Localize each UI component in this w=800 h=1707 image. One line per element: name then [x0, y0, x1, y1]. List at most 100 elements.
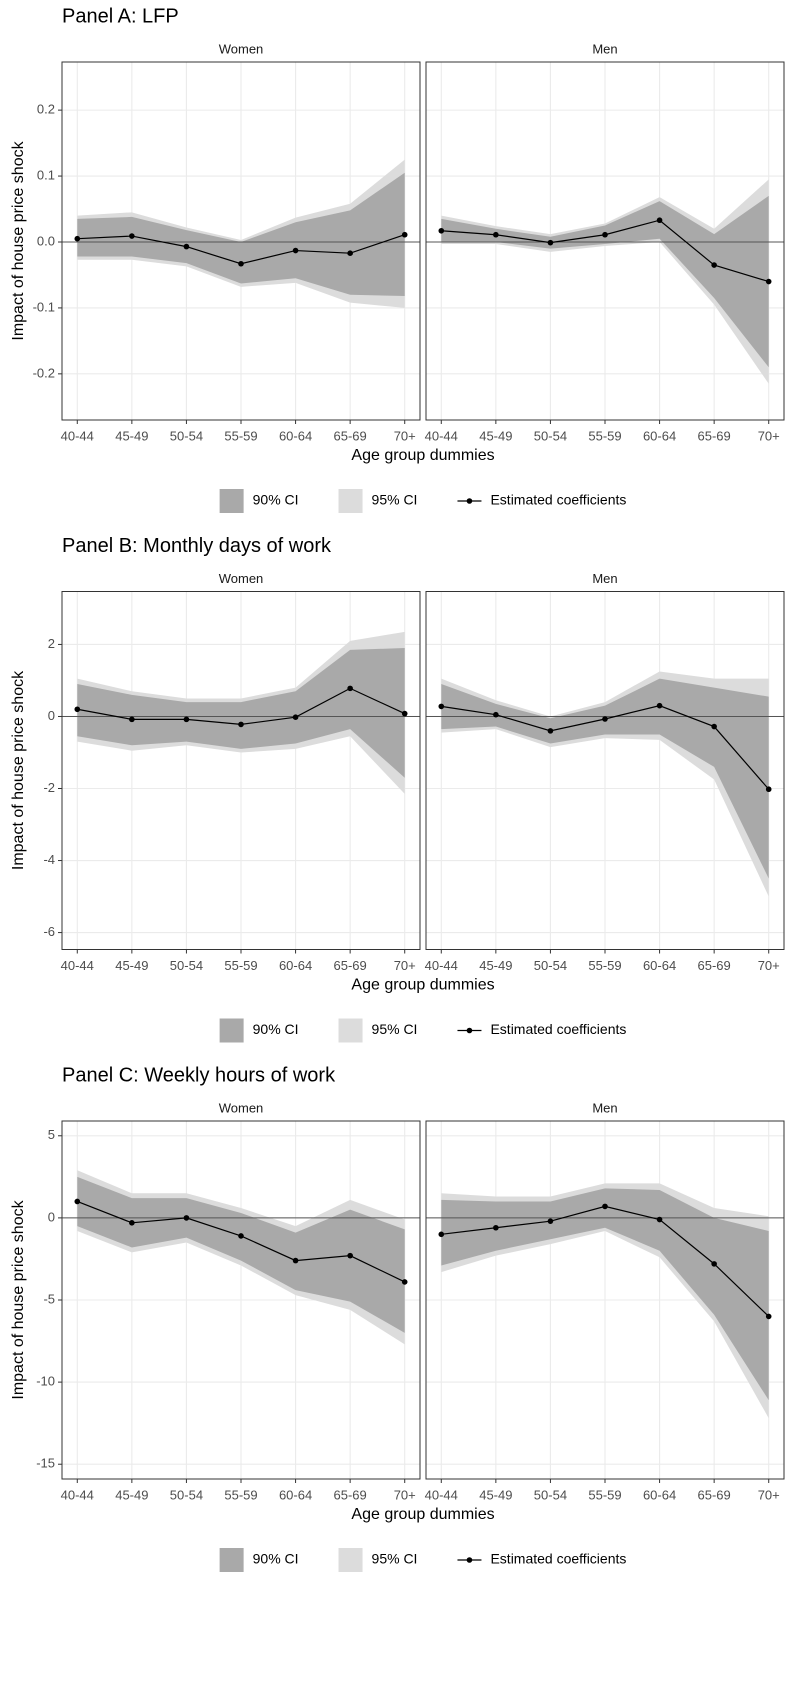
coefficient-point [183, 243, 190, 250]
y-tick-label: -6 [43, 924, 55, 939]
x-tick-label: 40-44 [425, 428, 458, 443]
y-tick-label: -0.1 [33, 299, 55, 314]
x-tick-label: 50-54 [534, 958, 567, 973]
y-axis-title: Impact of house price shock [10, 140, 27, 340]
x-tick-label: 60-64 [643, 1487, 676, 1502]
panel-border [425, 1120, 785, 1480]
coefficient-point [292, 714, 299, 720]
legend-label: Estimated coefficients [490, 492, 626, 508]
coefficient-point [602, 231, 608, 238]
x-tick-label: 60-64 [279, 428, 312, 443]
y-tick-label: -10 [36, 1374, 55, 1389]
legend-key [466, 1027, 473, 1034]
x-tick-label: 45-49 [115, 428, 148, 443]
legend-key [338, 489, 363, 513]
coefficient-point [129, 716, 135, 723]
coefficient-point [493, 231, 499, 238]
coefficient-point [602, 1203, 608, 1210]
y-tick-label: 0 [48, 708, 55, 723]
coefficient-point [347, 1252, 353, 1259]
x-tick-label: 50-54 [534, 428, 567, 443]
panel-border [425, 61, 785, 421]
panel-border [425, 591, 785, 950]
x-axis-title: Age group dummies [351, 447, 494, 464]
x-tick-label: 50-54 [170, 958, 203, 973]
confidence-band [77, 1176, 405, 1333]
coefficient-point [129, 233, 135, 239]
y-tick-label: 0.1 [37, 167, 55, 182]
y-axis-title: Impact of house price shock [10, 670, 27, 870]
x-tick-label: 60-64 [279, 958, 312, 973]
y-tick-label: 5 [48, 1127, 55, 1142]
legend-label: 90% CI [253, 492, 299, 508]
x-tick-label: 45-49 [115, 1487, 148, 1502]
coefficient-point [347, 685, 353, 692]
confidence-band [77, 648, 405, 778]
coefficient-point [711, 1261, 717, 1267]
x-tick-label: 40-44 [61, 1487, 94, 1502]
y-tick-label: -0.2 [33, 365, 55, 380]
x-tick-label: 50-54 [170, 1487, 203, 1502]
legend-key [219, 1018, 244, 1043]
y-axis-title: Impact of house price shock [10, 1199, 27, 1399]
x-tick-label: 45-49 [479, 958, 512, 973]
y-tick-label: 0.2 [37, 102, 55, 117]
coefficient-point [347, 250, 353, 256]
x-tick-label: 45-49 [115, 958, 148, 973]
legend-label: 90% CI [253, 1021, 299, 1037]
x-tick-label: 70+ [758, 1487, 780, 1502]
x-tick-label: 70+ [394, 428, 416, 443]
coefficient-point [493, 711, 499, 718]
coefficient-point [292, 1257, 299, 1264]
legend-label: 95% CI [372, 1021, 418, 1037]
coefficient-point [438, 703, 445, 710]
x-tick-label: 70+ [758, 428, 780, 443]
y-tick-label: -15 [36, 1456, 55, 1471]
x-tick-label: 70+ [394, 1487, 416, 1502]
coefficient-point [238, 260, 244, 267]
confidence-band [441, 678, 769, 879]
coefficient-point [602, 716, 608, 722]
coefficient-point [765, 278, 772, 285]
x-tick-label: 60-64 [643, 428, 676, 443]
x-tick-label: 65-69 [334, 1487, 367, 1502]
facet-label: Women [219, 571, 264, 586]
coefficient-point [438, 1231, 445, 1238]
x-tick-label: 55-59 [224, 958, 257, 973]
x-tick-label: 55-59 [224, 1487, 257, 1502]
x-tick-label: 55-59 [588, 1487, 621, 1502]
coefficient-point [547, 1218, 554, 1224]
coefficient-point [74, 706, 81, 713]
x-tick-label: 65-69 [698, 958, 731, 973]
x-tick-label: 55-59 [588, 958, 621, 973]
y-tick-label: 0.0 [37, 233, 55, 248]
legend: 90% CI 95% CI Estimated coefficients [219, 489, 626, 513]
panel-title: Panel B: Monthly days of work [62, 535, 332, 557]
coefficient-point [765, 1313, 772, 1320]
y-tick-label: 0 [48, 1209, 55, 1224]
coefficient-point [183, 716, 190, 723]
coefficient-point [547, 728, 554, 734]
legend: 90% CI 95% CI Estimated coefficients [219, 1018, 626, 1043]
y-tick-label: -5 [43, 1291, 55, 1306]
coefficient-point [547, 239, 554, 246]
legend-label: 90% CI [253, 1551, 299, 1567]
coefficient-point [129, 1220, 135, 1226]
coefficient-point [401, 1279, 408, 1285]
y-tick-label: 2 [48, 636, 55, 651]
coefficient-point [238, 721, 244, 728]
coefficient-point [656, 217, 663, 224]
panel-border [61, 591, 421, 950]
legend-label: 95% CI [372, 492, 418, 508]
facet-label: Men [592, 571, 617, 586]
confidence-band [77, 172, 405, 297]
coefficient-point [656, 1216, 663, 1223]
y-tick-label: -2 [43, 780, 55, 795]
legend-key [466, 1557, 473, 1563]
x-tick-label: 60-64 [643, 958, 676, 973]
x-axis-title: Age group dummies [351, 1506, 494, 1523]
legend-label: 95% CI [372, 1551, 418, 1567]
coefficient-point [711, 262, 717, 268]
x-tick-label: 65-69 [698, 428, 731, 443]
